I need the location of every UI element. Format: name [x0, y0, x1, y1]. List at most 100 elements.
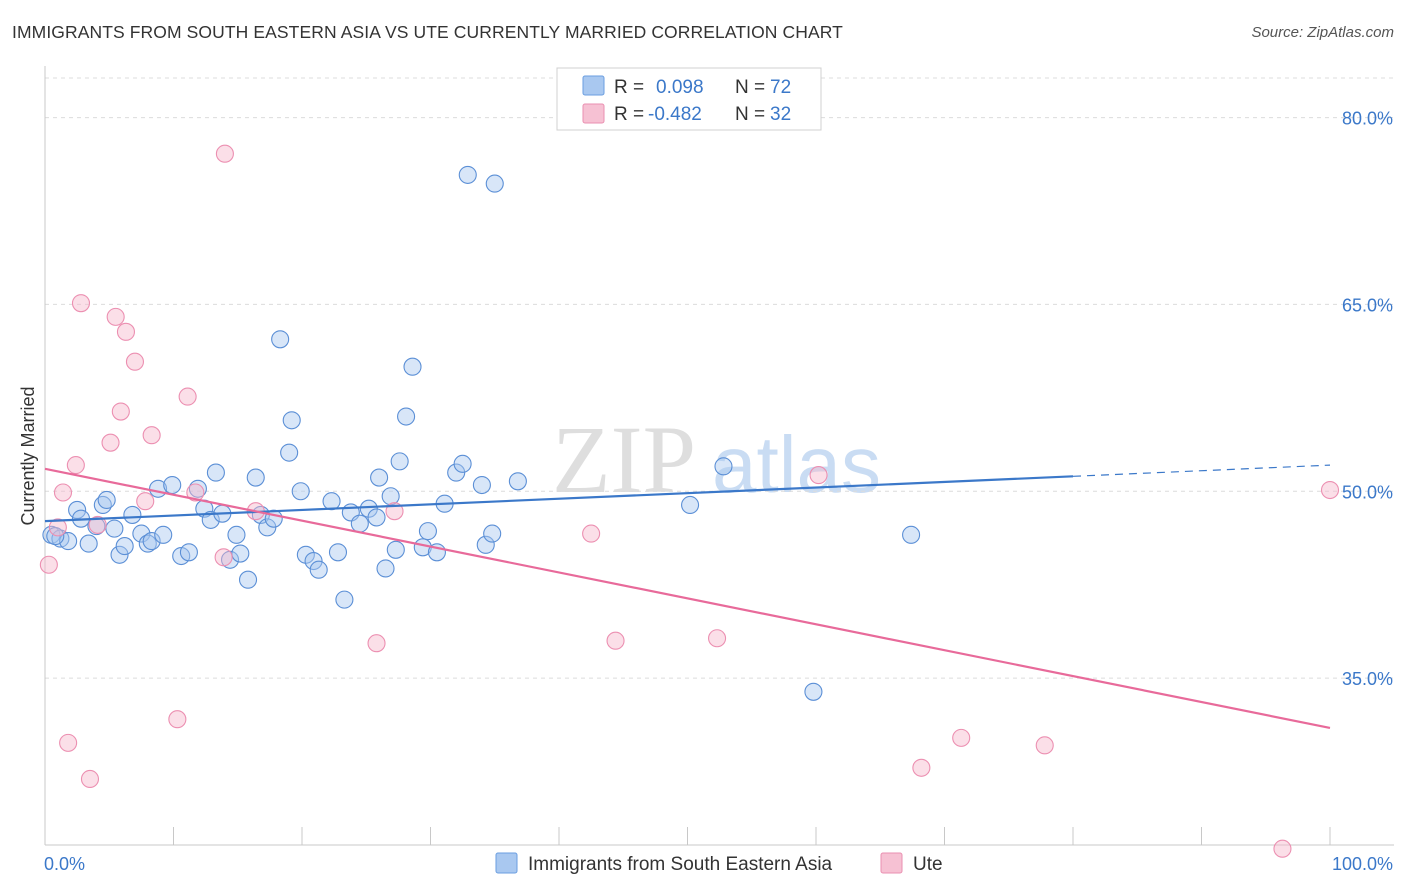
data-point-ute [809, 466, 828, 485]
bottom-legend-label-immigrants: Immigrants from South Eastern Asia [528, 854, 833, 875]
data-point-immigrants [309, 560, 328, 579]
data-point-immigrants [154, 525, 173, 544]
data-point-immigrants [483, 524, 502, 543]
data-point-ute [178, 387, 197, 406]
source-label: Source: ZipAtlas.com [1251, 24, 1394, 41]
data-point-immigrants [453, 454, 472, 473]
bottom-legend: Immigrants from South Eastern Asia Ute [495, 852, 943, 875]
data-point-immigrants [322, 492, 341, 511]
data-point-immigrants [902, 525, 921, 544]
data-point-ute [88, 515, 107, 534]
legend-n-label-ute: N = [735, 104, 765, 125]
data-point-immigrants [403, 357, 422, 376]
data-point-ute [708, 629, 727, 648]
data-point-immigrants [79, 534, 98, 553]
y-tick-label: 80.0% [1342, 109, 1393, 129]
trend-line-immigrants [44, 475, 1074, 523]
data-point-ute [912, 758, 931, 777]
data-point-ute [101, 433, 120, 452]
data-point-immigrants [110, 545, 129, 564]
data-point-immigrants [115, 537, 134, 556]
data-point-ute [367, 634, 386, 653]
data-point-immigrants [201, 510, 220, 529]
data-point-ute [214, 548, 233, 567]
data-point-ute [215, 144, 234, 163]
data-point-immigrants [376, 559, 395, 578]
series-ute-points [39, 144, 1340, 858]
data-point-immigrants [246, 468, 265, 487]
x-tick-label: 100.0% [1332, 854, 1393, 874]
data-point-ute [53, 483, 73, 502]
data-point-immigrants [335, 590, 354, 609]
axes [44, 66, 1394, 846]
legend: R = 0.098 N = 72 R = -0.482 N = 32 [556, 67, 822, 131]
y-tick-label: 50.0% [1342, 482, 1393, 502]
data-point-ute [48, 518, 67, 537]
data-point-immigrants [508, 472, 527, 491]
data-point-immigrants [105, 519, 124, 538]
bottom-legend-swatch-immigrants [495, 852, 518, 874]
data-point-immigrants [381, 487, 400, 506]
data-point-immigrants [386, 540, 405, 559]
bottom-legend-swatch-ute [880, 852, 903, 874]
data-point-ute [952, 728, 971, 747]
data-point-immigrants [87, 517, 106, 536]
data-point-ute [186, 483, 205, 502]
data-point-ute [71, 294, 91, 313]
data-point-immigrants [390, 452, 409, 471]
y-tick-label: 35.0% [1342, 669, 1393, 689]
data-point-immigrants [367, 508, 386, 527]
data-point-ute [106, 307, 125, 326]
data-point-immigrants [68, 500, 87, 519]
data-point-immigrants [280, 443, 299, 462]
data-point-immigrants [227, 525, 246, 544]
data-point-ute [582, 524, 601, 543]
data-point-immigrants [350, 514, 369, 533]
legend-swatch-ute [582, 103, 605, 124]
x-tick-label: 0.0% [44, 854, 85, 874]
trend-lines [44, 464, 1331, 729]
data-point-immigrants [418, 522, 437, 541]
data-point-ute [142, 426, 161, 445]
data-point-immigrants [271, 330, 290, 349]
data-point-immigrants [282, 411, 301, 430]
data-point-immigrants [163, 475, 182, 495]
data-point-immigrants [132, 524, 151, 543]
legend-r-label-immigrants: R = [614, 77, 644, 98]
data-point-immigrants [328, 543, 348, 562]
data-point-immigrants [231, 544, 250, 563]
data-point-immigrants [97, 490, 116, 510]
data-point-ute [80, 769, 100, 789]
data-point-immigrants [458, 165, 477, 184]
data-point-ute [66, 456, 85, 475]
legend-n-label-immigrants: N = [735, 77, 765, 98]
data-point-immigrants [123, 505, 142, 524]
data-point-immigrants [714, 457, 733, 476]
chart-title: IMMIGRANTS FROM SOUTH EASTERN ASIA VS UT… [12, 22, 843, 42]
data-point-ute [136, 492, 155, 511]
data-point-ute [59, 733, 78, 752]
data-point-immigrants [304, 551, 323, 571]
data-point-immigrants [472, 475, 491, 495]
data-point-immigrants [476, 535, 495, 554]
trend-line-ute [44, 467, 1331, 729]
data-point-immigrants [804, 682, 823, 701]
legend-n-value-ute: 32 [770, 104, 791, 125]
data-point-ute [168, 710, 187, 729]
data-point-immigrants [397, 407, 416, 426]
data-point-ute [125, 352, 144, 371]
data-point-ute [606, 631, 625, 650]
legend-r-label-ute: R = [614, 104, 644, 125]
data-point-immigrants [238, 570, 258, 589]
watermark-atlas: atlas [712, 420, 881, 509]
data-point-ute [1035, 736, 1054, 755]
data-point-ute [111, 402, 130, 421]
data-point-immigrants [179, 543, 198, 562]
data-point-ute [1320, 480, 1340, 500]
data-point-immigrants [485, 174, 504, 193]
data-point-immigrants [142, 532, 161, 551]
x-tick-labels: 0.0% 100.0% [44, 854, 1393, 874]
data-point-immigrants [291, 482, 310, 501]
legend-swatch-immigrants [582, 75, 605, 96]
